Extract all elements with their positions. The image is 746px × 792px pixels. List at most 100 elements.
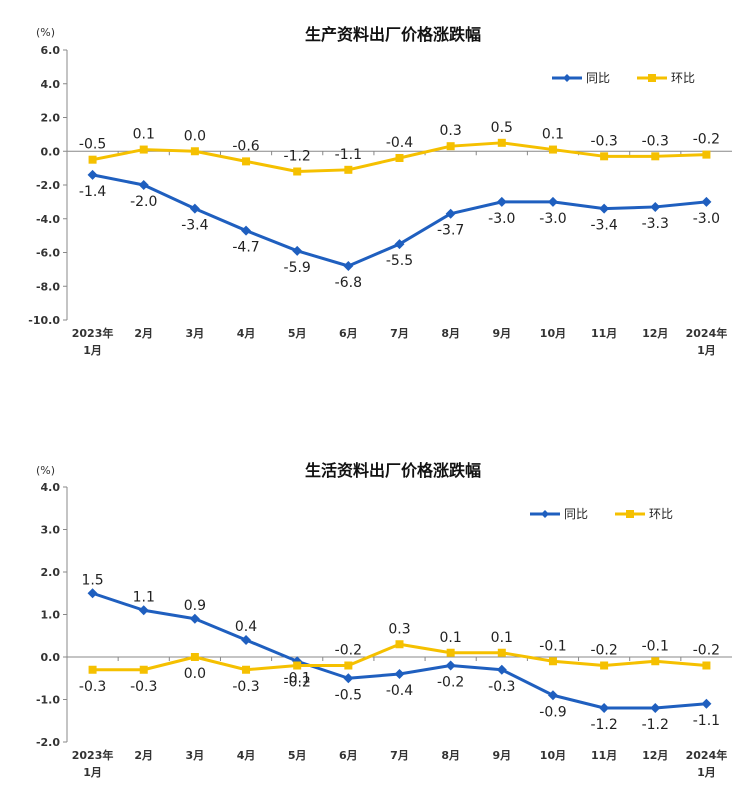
data-point-yoy bbox=[445, 660, 456, 671]
y-tick-label: 4.0 bbox=[41, 78, 61, 91]
y-tick-label: 6.0 bbox=[41, 44, 61, 57]
data-label-yoy: -0.4 bbox=[386, 683, 413, 699]
data-point-mom bbox=[702, 150, 711, 159]
y-tick-label: 2.0 bbox=[41, 566, 61, 579]
x-tick-label: 2023年 bbox=[72, 326, 114, 340]
x-tick-label: 3月 bbox=[186, 749, 205, 762]
data-point-yoy bbox=[138, 180, 149, 190]
y-tick-label: -8.0 bbox=[36, 280, 60, 293]
data-point-yoy bbox=[343, 261, 354, 271]
data-point-mom bbox=[242, 157, 251, 166]
y-tick-label: 2.0 bbox=[41, 112, 61, 125]
data-label-yoy: -3.0 bbox=[539, 211, 566, 227]
data-label-mom: -0.2 bbox=[693, 132, 720, 148]
x-tick-label: 4月 bbox=[237, 749, 256, 762]
legend-item-mom-label: 环比 bbox=[649, 507, 673, 521]
data-point-yoy bbox=[547, 196, 558, 207]
data-point-mom bbox=[242, 665, 251, 674]
chart-title: 生活资料出厂价格涨跌幅 bbox=[305, 461, 481, 480]
y-axis-unit: (%) bbox=[36, 464, 55, 477]
x-tick-label: 11月 bbox=[591, 327, 617, 340]
data-label-yoy: 1.5 bbox=[81, 572, 103, 588]
y-tick-label: 0.0 bbox=[41, 145, 61, 158]
legend-item-yoy-label: 同比 bbox=[564, 507, 588, 521]
y-tick-label: -2.0 bbox=[36, 179, 60, 192]
data-point-yoy bbox=[496, 196, 507, 207]
y-tick-label: 4.0 bbox=[41, 481, 61, 494]
x-tick-label: 2024年 bbox=[686, 326, 728, 340]
x-tick-label: 7月 bbox=[390, 749, 409, 762]
y-tick-label: -4.0 bbox=[36, 213, 60, 226]
chart-consumer-goods: 生活资料出厂价格涨跌幅 (%) 4.0 3.0 2.0 1.0 0.0 -1.0 -2.0 202… bbox=[36, 461, 732, 779]
data-point-mom bbox=[548, 657, 557, 666]
x-tick-label: 6月 bbox=[339, 327, 358, 340]
data-point-yoy bbox=[496, 664, 507, 675]
data-point-yoy bbox=[343, 673, 354, 684]
data-point-yoy bbox=[599, 703, 610, 713]
data-label-yoy: -0.5 bbox=[335, 687, 362, 703]
data-point-yoy bbox=[445, 208, 456, 219]
data-point-mom bbox=[88, 155, 97, 164]
legend-item-mom-marker bbox=[648, 74, 656, 82]
data-label-mom: -0.4 bbox=[386, 135, 413, 151]
legend-item-mom-marker bbox=[626, 510, 634, 518]
y-tick-label: -1.0 bbox=[36, 694, 60, 707]
data-point-yoy bbox=[650, 703, 661, 713]
data-label-yoy: -1.2 bbox=[590, 717, 617, 733]
data-point-mom bbox=[446, 648, 455, 657]
x-tick-label: 4月 bbox=[237, 327, 256, 340]
data-point-mom bbox=[651, 657, 660, 666]
y-tick-label: 3.0 bbox=[41, 524, 61, 537]
data-label-mom: -0.3 bbox=[79, 679, 106, 695]
data-label-yoy: -0.1 bbox=[284, 670, 311, 686]
data-label-yoy: -6.8 bbox=[335, 275, 362, 291]
x-tick-label: 11月 bbox=[591, 749, 617, 762]
x-tick-label: 7月 bbox=[390, 327, 409, 340]
data-label-yoy: -0.3 bbox=[488, 679, 515, 695]
legend-item-yoy-label: 同比 bbox=[586, 71, 610, 85]
x-tick-label: 2月 bbox=[134, 749, 153, 762]
data-label-mom: -0.6 bbox=[232, 138, 259, 154]
x-tick-label: 12月 bbox=[642, 327, 668, 340]
y-tick-label: 0.0 bbox=[41, 651, 61, 664]
data-label-mom: 0.3 bbox=[388, 621, 410, 637]
data-label-mom: -0.1 bbox=[642, 638, 669, 654]
y-tick-label: -10.0 bbox=[28, 314, 60, 327]
data-point-yoy bbox=[189, 203, 200, 214]
data-label-mom: 0.0 bbox=[184, 128, 206, 144]
x-tick-label: 2024年 bbox=[686, 748, 728, 762]
y-tick-label: -6.0 bbox=[36, 247, 60, 260]
data-point-yoy bbox=[701, 698, 712, 709]
data-label-yoy: -3.4 bbox=[590, 218, 617, 234]
data-point-mom bbox=[395, 640, 404, 649]
x-tick-label: 8月 bbox=[441, 749, 460, 762]
data-point-mom bbox=[497, 648, 506, 657]
data-point-mom bbox=[548, 145, 557, 154]
data-point-mom bbox=[88, 665, 97, 674]
x-tick-label: 1月 bbox=[697, 344, 716, 357]
data-label-yoy: 0.4 bbox=[235, 619, 257, 635]
data-label-yoy: 1.1 bbox=[133, 589, 155, 605]
data-label-yoy: -1.4 bbox=[79, 184, 106, 200]
x-tick-label: 3月 bbox=[186, 327, 205, 340]
x-tick-label: 12月 bbox=[642, 749, 668, 762]
data-point-mom bbox=[190, 653, 199, 661]
chart-production-materials: 生产资料出厂价格涨跌幅 (%) 6.0 4.0 2.0 0.0 -2.0 -4.0 -6.0 -8… bbox=[28, 25, 732, 357]
y-tick-label: -2.0 bbox=[36, 736, 60, 749]
data-point-mom bbox=[139, 665, 148, 674]
data-point-yoy bbox=[87, 588, 98, 599]
data-point-mom bbox=[293, 661, 302, 670]
legend-item-yoy-marker bbox=[563, 74, 571, 82]
legend-item-mom-label: 环比 bbox=[671, 71, 695, 85]
x-tick-label: 8月 bbox=[441, 327, 460, 340]
data-label-yoy: -0.9 bbox=[539, 704, 566, 720]
data-point-mom bbox=[600, 661, 609, 670]
x-tick-label: 1月 bbox=[697, 766, 716, 779]
data-label-mom: -1.2 bbox=[284, 149, 311, 165]
data-point-yoy bbox=[394, 669, 405, 679]
x-tick-label: 2023年 bbox=[72, 748, 114, 762]
data-point-mom bbox=[395, 154, 404, 162]
x-tick-label: 10月 bbox=[540, 327, 566, 340]
legend-item-yoy-marker bbox=[541, 510, 549, 518]
x-tick-label: 9月 bbox=[492, 327, 511, 340]
